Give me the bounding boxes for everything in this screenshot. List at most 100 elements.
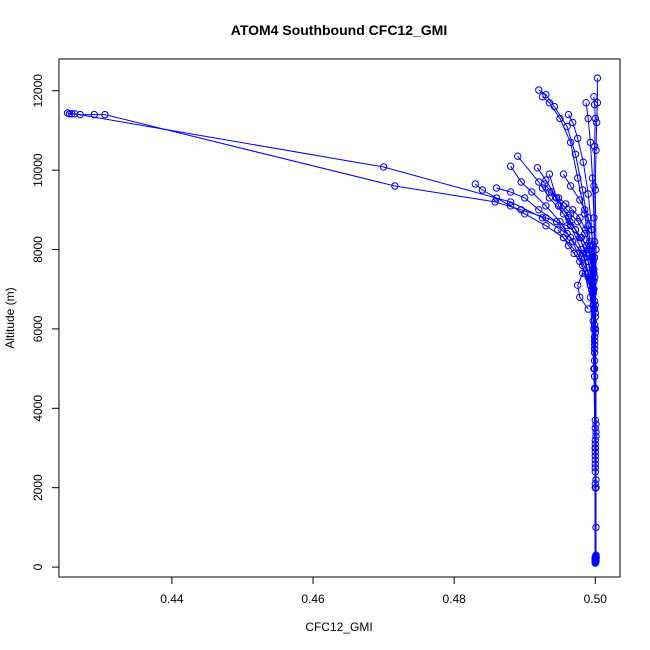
data-point [591, 114, 599, 123]
data-point [542, 91, 550, 99]
data-point [569, 237, 577, 246]
y-axis: 0 2000 4000 6000 8000 10000 12000 [31, 74, 60, 570]
data-point [559, 202, 568, 210]
data-point [578, 269, 587, 277]
data-point [577, 245, 585, 254]
data-point [550, 102, 559, 111]
data-point [506, 162, 515, 170]
y-tick-label: 2000 [31, 474, 45, 501]
data-point [542, 222, 550, 230]
data-point [556, 218, 564, 226]
data-point [535, 86, 543, 94]
x-axis: 0.44 0.46 0.48 0.50 [160, 576, 607, 606]
data-point [506, 188, 515, 196]
chart-title: ATOM4 Southbound CFC12_GMI [231, 22, 447, 38]
y-axis-label: Altitude (m) [3, 287, 17, 348]
data-point [542, 176, 550, 184]
data-point [582, 99, 590, 107]
data-point [559, 210, 568, 218]
data-point [588, 253, 597, 262]
data-point [591, 186, 599, 194]
data-point [569, 206, 577, 214]
data-point [517, 178, 525, 186]
data-point [579, 158, 587, 166]
data-point [581, 230, 589, 238]
data-point [542, 202, 550, 210]
data-point [592, 420, 600, 428]
data-point [547, 188, 556, 196]
data-point [538, 184, 547, 192]
y-tick-label: 10000 [31, 153, 45, 187]
data-layer [63, 74, 602, 567]
data-point [576, 293, 584, 301]
data-point [521, 194, 529, 202]
data-point [70, 110, 79, 118]
data-point [566, 210, 575, 218]
data-point [592, 245, 600, 254]
data-point [589, 301, 597, 309]
data-point [591, 557, 599, 565]
data-point [590, 100, 599, 109]
data-point [574, 174, 582, 182]
data-point [521, 210, 529, 218]
data-point [478, 186, 487, 194]
data-point [591, 553, 599, 562]
data-point [491, 198, 499, 206]
data-point [566, 182, 575, 190]
data-point [570, 249, 578, 258]
data-point [545, 170, 554, 178]
x-tick-label: 0.44 [160, 592, 184, 606]
data-point [590, 237, 599, 246]
data-point [590, 277, 598, 285]
data-point [564, 110, 573, 119]
data-point [581, 206, 589, 214]
data-point [564, 241, 573, 250]
data-point [591, 301, 599, 309]
data-point [576, 214, 584, 222]
y-tick-label: 12000 [31, 74, 45, 108]
data-point [586, 138, 595, 147]
series-line-18 [593, 96, 597, 557]
data-point [578, 186, 587, 194]
data-point [586, 241, 595, 250]
data-point [552, 194, 561, 202]
data-point [576, 257, 584, 266]
data-point [590, 142, 599, 151]
data-point [593, 74, 602, 82]
data-point [559, 233, 568, 242]
data-point [592, 146, 600, 155]
x-axis-label: CFC12_GMI [305, 620, 372, 634]
y-tick-label: 8000 [31, 236, 45, 263]
data-point [576, 196, 584, 204]
x-tick-label: 0.48 [442, 592, 466, 606]
data-point [566, 233, 575, 242]
data-point [566, 218, 574, 226]
data-point [586, 237, 594, 246]
data-point [571, 226, 580, 234]
data-point [571, 150, 580, 159]
data-point [569, 118, 577, 127]
data-point [584, 273, 592, 281]
data-point [528, 188, 536, 196]
data-point [90, 110, 99, 119]
data-point [506, 202, 515, 210]
data-point [391, 182, 399, 190]
data-point [554, 194, 563, 202]
data-point [581, 226, 590, 234]
data-point [590, 93, 598, 101]
data-point [492, 194, 501, 202]
y-tick-label: 0 [31, 563, 45, 570]
data-point [563, 122, 571, 131]
data-point [591, 456, 599, 464]
data-point [63, 109, 72, 117]
data-point [379, 163, 388, 171]
data-point [471, 180, 479, 188]
data-point [506, 198, 515, 206]
data-point [540, 180, 549, 188]
data-point [101, 110, 109, 119]
data-point [574, 134, 582, 143]
data-point [514, 152, 522, 160]
data-point [554, 202, 563, 210]
